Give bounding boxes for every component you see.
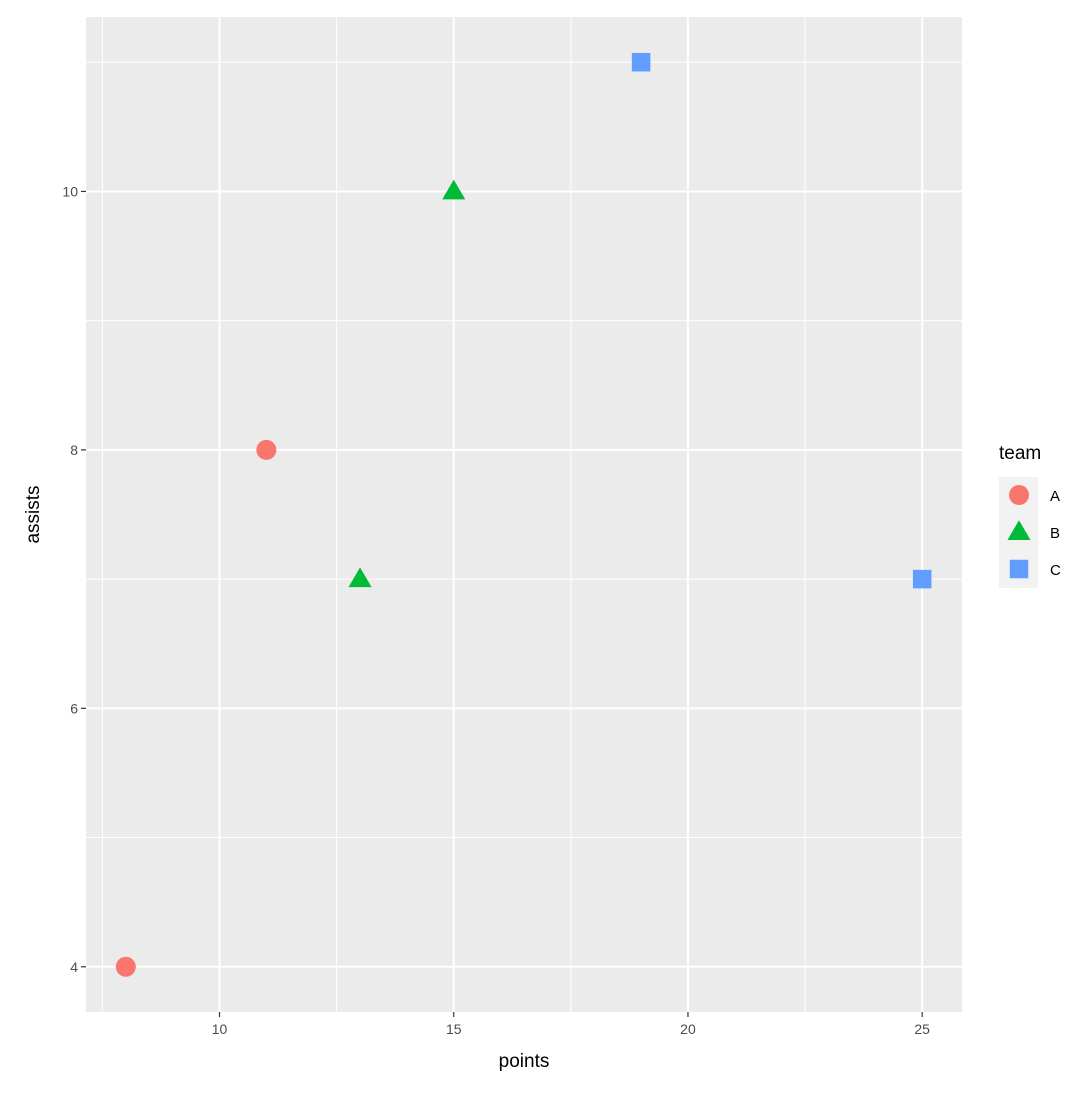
- legend-label: C: [1050, 562, 1061, 579]
- y-tick-label: 8: [70, 442, 78, 458]
- plot-panel: [86, 17, 962, 1012]
- x-tick-label: 15: [446, 1021, 462, 1037]
- x-tick-label: 20: [680, 1021, 696, 1037]
- x-tick-label: 25: [914, 1021, 930, 1037]
- point-team-b: [348, 567, 372, 588]
- legend-marker: [1009, 559, 1029, 579]
- x-axis-ticks: 10 15 20 25: [212, 1012, 930, 1037]
- point-team-c: [912, 569, 932, 589]
- point-team-c: [631, 52, 651, 72]
- y-axis-ticks: 4 6 8 10: [62, 183, 86, 975]
- legend: team A B C: [999, 443, 1061, 588]
- data-points: [115, 52, 932, 977]
- legend-item-a: A: [999, 477, 1060, 514]
- x-axis-title: points: [499, 1051, 550, 1072]
- y-tick-label: 10: [62, 183, 78, 199]
- y-tick-label: 4: [70, 959, 78, 975]
- minor-gridlines: [86, 17, 962, 1012]
- point-team-b: [442, 179, 466, 200]
- point-team-a: [256, 439, 277, 460]
- point-team-a: [115, 956, 136, 977]
- legend-marker: [1007, 520, 1031, 540]
- legend-label: B: [1050, 525, 1060, 542]
- legend-title: team: [999, 443, 1041, 464]
- y-tick-label: 6: [70, 700, 78, 716]
- x-tick-label: 10: [212, 1021, 228, 1037]
- legend-label: A: [1050, 488, 1060, 505]
- legend-item-b: B: [999, 514, 1060, 551]
- major-gridlines: [86, 17, 962, 1012]
- legend-marker: [1009, 485, 1029, 505]
- y-axis-title: assists: [23, 485, 44, 543]
- legend-item-c: C: [999, 551, 1061, 588]
